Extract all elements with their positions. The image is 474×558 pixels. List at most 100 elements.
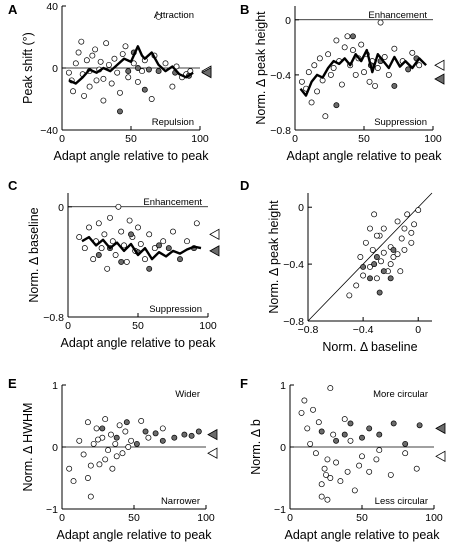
data-point-open (86, 83, 93, 90)
identity-line (307, 192, 433, 322)
data-point-open (81, 92, 88, 99)
data-point-open (93, 425, 100, 432)
data-point-open (298, 409, 305, 416)
x-tick-label: 50 (358, 133, 370, 145)
data-point-open (373, 275, 380, 282)
data-point-open (160, 238, 167, 245)
annotation-bottom: Repulsion (152, 117, 194, 128)
data-point-open (357, 254, 364, 260)
data-point-open (122, 428, 129, 435)
data-point-open (138, 418, 145, 424)
x-axis-label: Adapt angle relative to peak (54, 149, 210, 163)
data-point-open (324, 456, 331, 463)
y-axis-label: Norm. Δ peak height (267, 200, 281, 314)
data-point-open (101, 231, 108, 238)
data-point-filled (195, 428, 202, 435)
data-point-filled (380, 268, 387, 275)
data-point-filled (142, 428, 149, 435)
data-point-open (119, 51, 126, 58)
data-point-open (105, 447, 112, 454)
data-point-filled (118, 258, 125, 265)
data-point-open (333, 37, 340, 44)
data-point-open (100, 75, 107, 82)
data-point-open (373, 232, 380, 239)
data-point-filled (125, 68, 132, 75)
mean-marker-filled (434, 73, 445, 85)
data-point-open (352, 71, 359, 78)
data-point-open (409, 49, 416, 56)
data-point-open (66, 465, 73, 472)
data-point-open (325, 51, 332, 58)
y-tick-label: 0 (298, 202, 304, 214)
data-point-open (95, 436, 101, 443)
y-axis-label: Norm. Δ baseline (27, 207, 41, 302)
data-point-open (321, 465, 328, 472)
y-tick-label: 0 (280, 442, 286, 454)
data-point-open (374, 65, 381, 71)
data-point-filled (405, 66, 412, 73)
data-point-open (87, 493, 94, 500)
data-point-open (84, 419, 91, 426)
data-point-filled (155, 68, 162, 75)
annotation-bottom: Suppression (149, 304, 202, 315)
data-point-open (350, 47, 356, 54)
data-point-open (307, 440, 314, 447)
y-tick-label: 1 (52, 380, 58, 392)
y-tick-label: −40 (40, 125, 58, 137)
x-axis-label: Adapt angle relative to peak (61, 336, 217, 350)
data-point-open (323, 471, 329, 478)
y-axis-label: Norm. Δ HWHM (21, 403, 35, 492)
data-point-open (65, 69, 72, 76)
data-point-open (86, 224, 92, 231)
data-point-filled (366, 425, 373, 432)
data-point-filled (360, 264, 367, 270)
data-point-filled (99, 425, 106, 432)
data-point-open (98, 245, 105, 252)
data-point-open (90, 440, 97, 447)
mean-marker-open (207, 447, 218, 459)
data-point-open (401, 246, 408, 253)
data-point-filled (145, 66, 152, 73)
data-point-open (159, 425, 166, 432)
panel-d: D −0.8 −0.4 0 −0.8 −0.4 0 Norm. Δ baseline Norm.… (240, 178, 433, 354)
data-point-open (72, 60, 79, 67)
data-point-filled (146, 265, 153, 272)
data-point-filled (402, 440, 409, 447)
data-point-open (102, 456, 109, 463)
data-point-open (358, 41, 365, 48)
annotation-bottom: Suppression (374, 117, 427, 128)
data-point-open (301, 397, 308, 404)
data-point-filled (177, 256, 183, 263)
panel-letter: C (8, 178, 18, 193)
y-tick-label: 0 (52, 63, 58, 75)
data-point-open (155, 13, 162, 20)
data-point-open (84, 475, 91, 481)
data-point-open (361, 69, 367, 76)
data-point-open (170, 228, 176, 235)
panel-letter: D (240, 178, 249, 193)
data-point-open (135, 224, 141, 231)
panel-letter: A (8, 2, 18, 17)
data-point-open (126, 217, 133, 224)
annotation-bottom: Narrower (161, 496, 200, 507)
data-point-open (130, 60, 137, 67)
data-point-open (369, 246, 376, 253)
data-point-open (93, 77, 100, 84)
data-point-filled (387, 275, 394, 282)
data-point-open (381, 54, 388, 60)
y-tick-label: −1 (46, 504, 58, 516)
data-point-open (415, 207, 422, 214)
data-point-open (148, 96, 155, 102)
data-point-open (103, 40, 110, 47)
data-point-open (347, 437, 354, 444)
annotation-top: Attraction (154, 10, 194, 21)
y-tick-label: −0.4 (283, 259, 304, 271)
data-point-open (322, 113, 329, 120)
x-tick-label: 50 (356, 512, 368, 524)
data-point-open (137, 241, 144, 247)
x-tick-label: 100 (197, 512, 215, 524)
data-point-open (346, 292, 353, 299)
data-point-open (112, 440, 119, 447)
